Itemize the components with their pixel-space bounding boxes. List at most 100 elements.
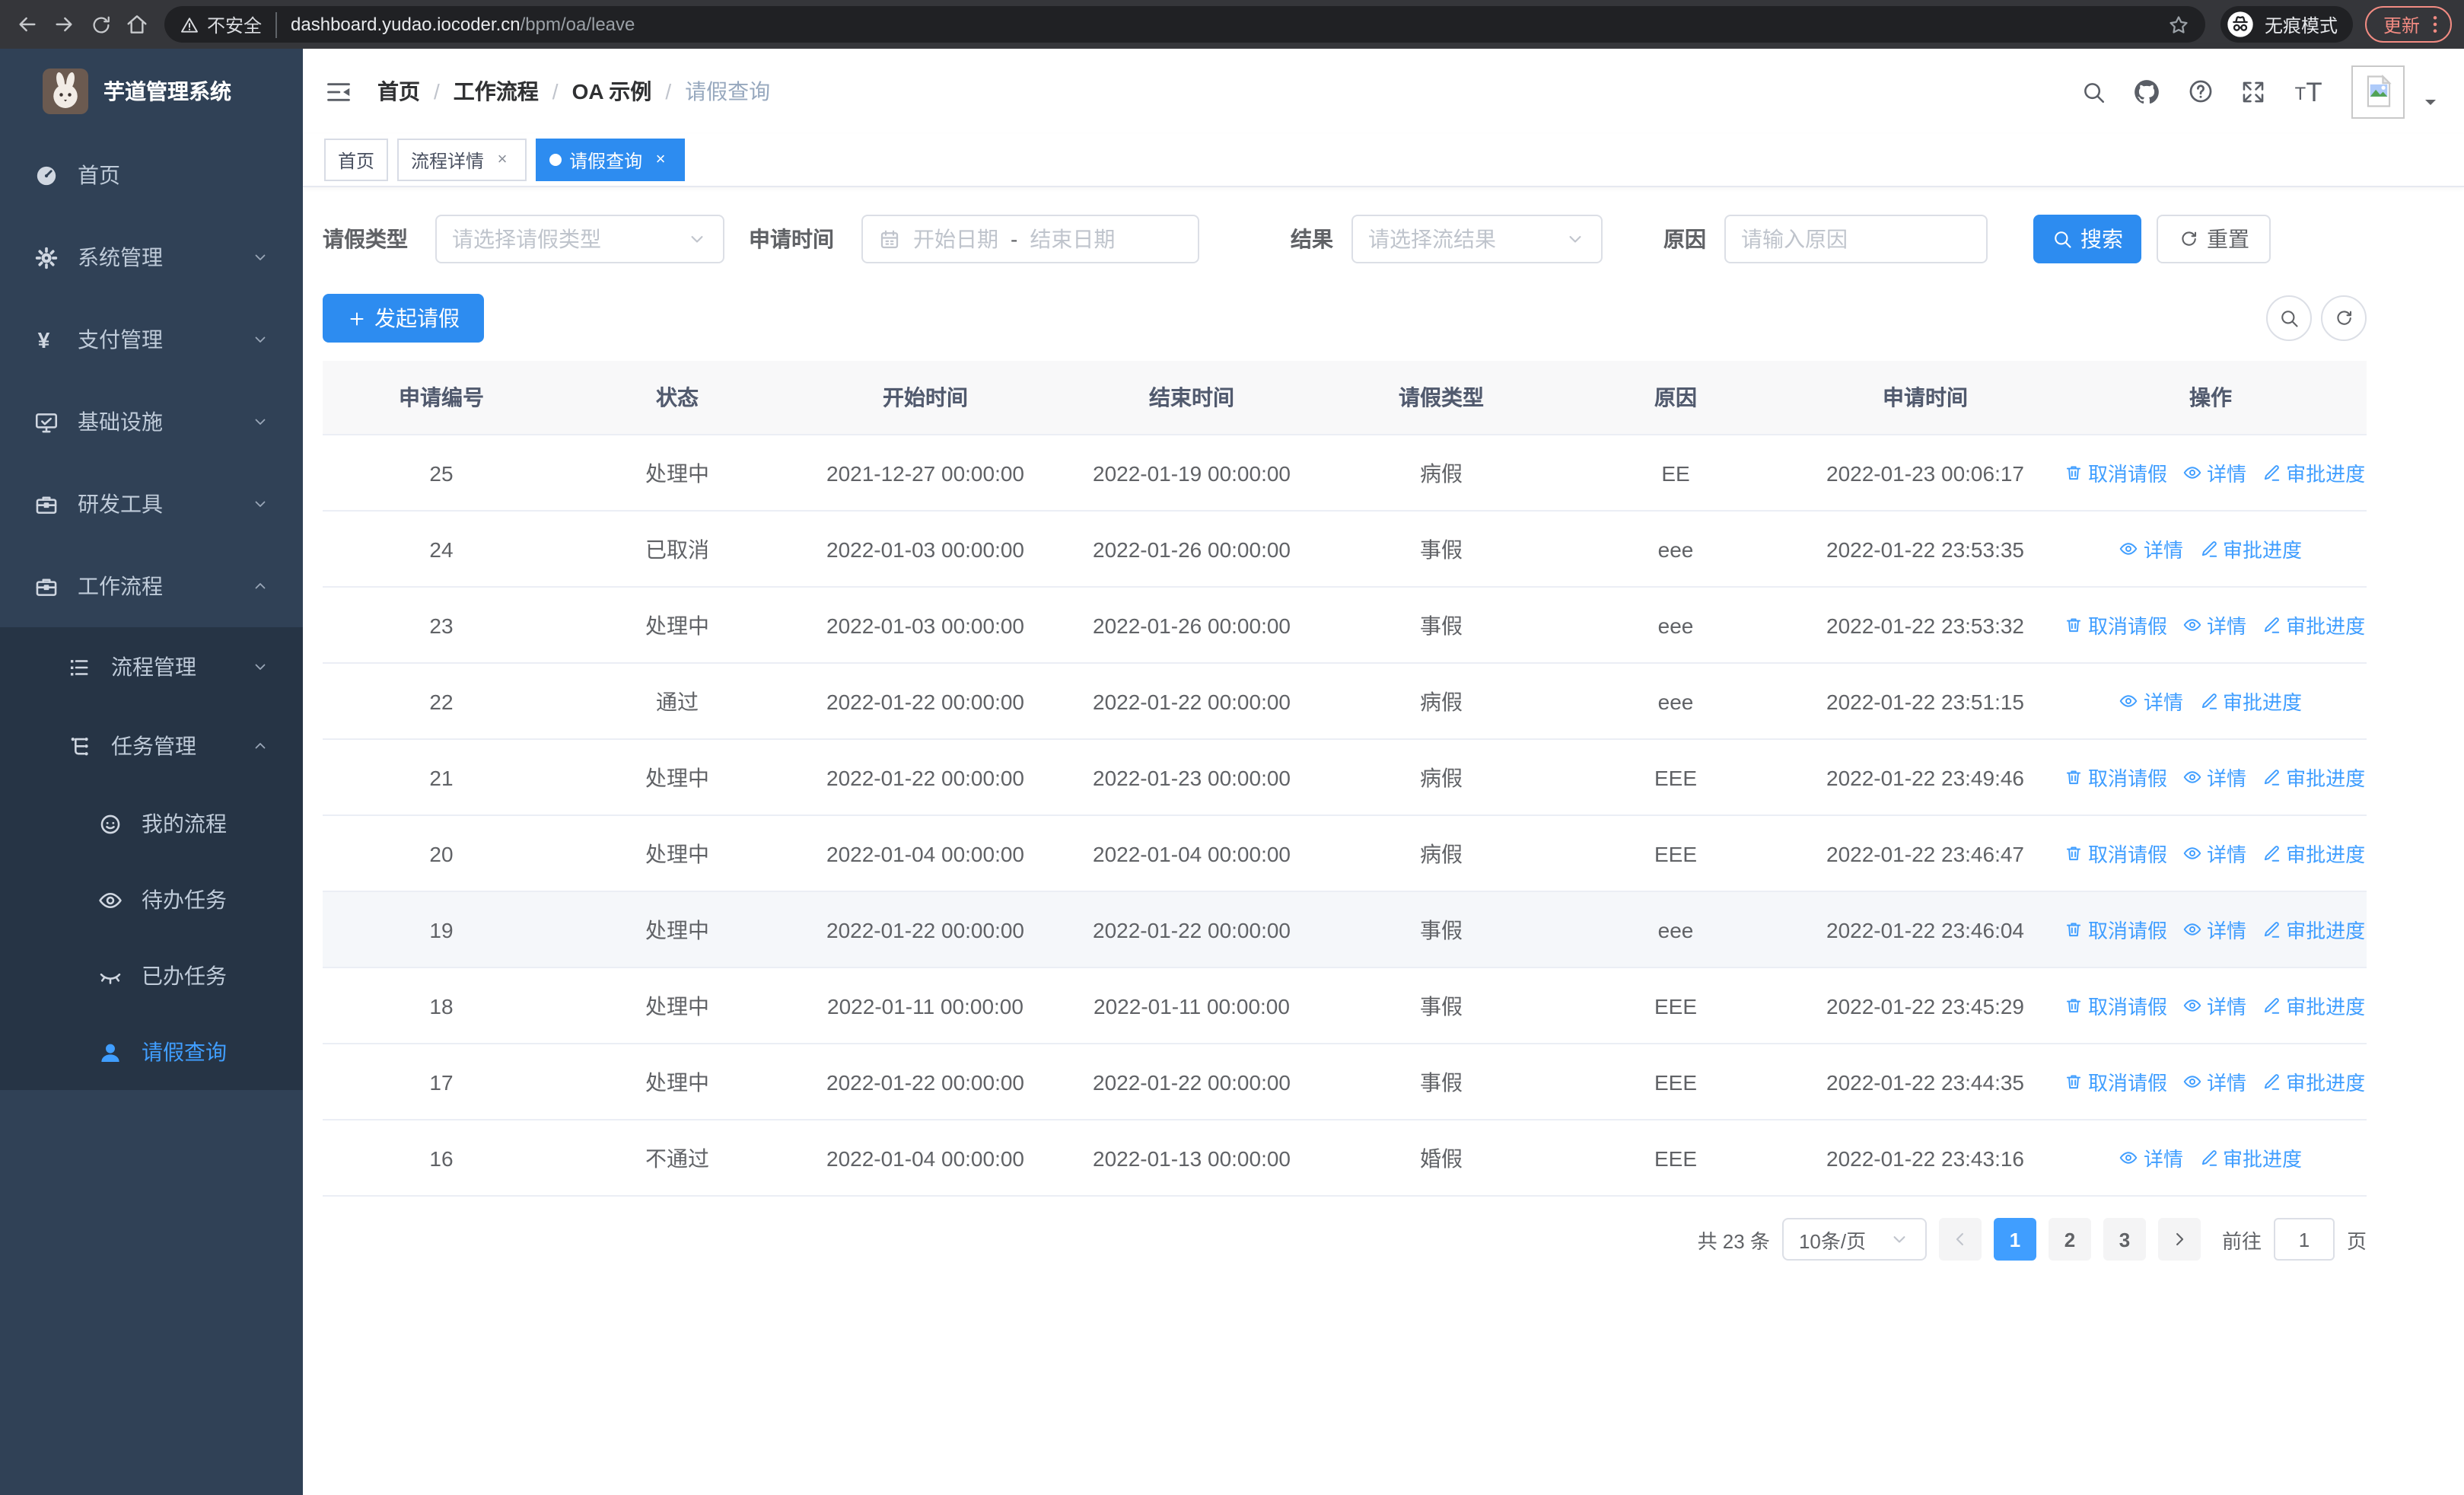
sidebar-item-infra[interactable]: 基础设施 xyxy=(0,381,303,463)
kebab-menu-icon[interactable] xyxy=(2423,12,2447,37)
cell-applied: 2022-01-23 00:06:17 xyxy=(1796,435,2055,512)
pen-icon xyxy=(2262,1072,2281,1092)
cancel-leave-action[interactable]: 取消请假 xyxy=(2064,458,2167,487)
next-page-button[interactable] xyxy=(2157,1218,2201,1261)
close-icon[interactable]: × xyxy=(497,151,508,169)
sidebar-item-task-mgmt[interactable]: 任务管理 xyxy=(0,706,303,786)
cancel-leave-action[interactable]: 取消请假 xyxy=(2064,1067,2167,1096)
cancel-leave-action[interactable]: 取消请假 xyxy=(2064,991,2167,1020)
detail-action[interactable]: 详情 xyxy=(2182,839,2246,868)
table-toolbar: 发起请假 xyxy=(323,294,2367,343)
cancel-leave-action[interactable]: 取消请假 xyxy=(2064,763,2167,792)
refresh-table-button[interactable] xyxy=(2321,295,2367,341)
cell-reason: EE xyxy=(1555,435,1796,512)
tab-流程详情[interactable]: 流程详情 × xyxy=(397,139,527,181)
reason-input[interactable]: 请输入原因 xyxy=(1724,215,1988,263)
approval-progress-action[interactable]: 审批进度 xyxy=(2262,991,2365,1020)
table-row: 25 处理中 2021-12-27 00:00:00 2022-01-19 00:00… xyxy=(323,435,2367,512)
show-search-button[interactable] xyxy=(2266,295,2312,341)
table-row: 19 处理中 2022-01-22 00:00:00 2022-01-22 00:00… xyxy=(323,891,2367,968)
detail-action[interactable]: 详情 xyxy=(2182,1067,2246,1096)
app-logo[interactable]: 芋道管理系统 xyxy=(0,49,303,134)
result-select[interactable]: 请选择流结果 xyxy=(1351,215,1603,263)
tab-首页[interactable]: 首页 xyxy=(324,139,389,181)
page-button-3[interactable]: 3 xyxy=(2103,1218,2146,1261)
browser-home-button[interactable] xyxy=(122,9,152,40)
page-size-select[interactable]: 10条/页 xyxy=(1781,1218,1927,1261)
browser-reload-button[interactable] xyxy=(85,9,116,40)
approval-progress-action[interactable]: 审批进度 xyxy=(2262,763,2365,792)
chevron-down-icon xyxy=(1565,228,1586,250)
user-avatar[interactable] xyxy=(2351,65,2405,118)
reset-button[interactable]: 重置 xyxy=(2157,215,2271,263)
cancel-leave-action[interactable]: 取消请假 xyxy=(2064,839,2167,868)
github-icon[interactable] xyxy=(2132,77,2161,106)
detail-action[interactable]: 详情 xyxy=(2182,763,2246,792)
url-text: dashboard.yudao.iocoder.cn/bpm/oa/leave xyxy=(291,14,635,35)
cancel-leave-action[interactable]: 取消请假 xyxy=(2064,610,2167,639)
cancel-leave-action[interactable]: 取消请假 xyxy=(2064,915,2167,944)
browser-forward-button[interactable] xyxy=(49,9,79,40)
sidebar-item-leave-query[interactable]: 请假查询 xyxy=(0,1014,303,1090)
sidebar-item-label: 待办任务 xyxy=(142,888,227,912)
approval-progress-action[interactable]: 审批进度 xyxy=(2262,839,2365,868)
page-button-1[interactable]: 1 xyxy=(1993,1218,2036,1261)
address-bar[interactable]: 不安全 dashboard.yudao.iocoder.cn/bpm/oa/le… xyxy=(164,6,2205,43)
breadcrumb-link[interactable]: 首页 xyxy=(377,79,420,104)
search-button[interactable]: 搜索 xyxy=(2033,215,2141,263)
bookmark-star-icon[interactable] xyxy=(2167,13,2190,36)
sidebar-collapse-icon[interactable] xyxy=(324,77,353,106)
eye-icon xyxy=(2119,691,2139,711)
sidebar-item-devtools[interactable]: 研发工具 xyxy=(0,463,303,545)
detail-action[interactable]: 详情 xyxy=(2119,687,2183,716)
detail-action[interactable]: 详情 xyxy=(2182,991,2246,1020)
action-label: 详情 xyxy=(2143,1148,2183,1171)
breadcrumb-separator: / xyxy=(665,79,672,104)
create-leave-button[interactable]: 发起请假 xyxy=(323,294,484,343)
sidebar-item-done-tasks[interactable]: 已办任务 xyxy=(0,938,303,1014)
help-icon[interactable] xyxy=(2187,78,2214,105)
approval-progress-action[interactable]: 审批进度 xyxy=(2262,1067,2365,1096)
approval-progress-action[interactable]: 审批进度 xyxy=(2198,534,2302,563)
sidebar-item-system[interactable]: 系统管理 xyxy=(0,216,303,298)
sidebar-item-workflow[interactable]: 工作流程 xyxy=(0,545,303,627)
close-icon[interactable]: × xyxy=(655,151,666,169)
goto-page-input[interactable]: 1 xyxy=(2273,1218,2335,1261)
detail-action[interactable]: 详情 xyxy=(2119,534,2183,563)
approval-progress-action[interactable]: 审批进度 xyxy=(2262,610,2365,639)
browser-back-button[interactable] xyxy=(12,9,43,40)
goto-prefix: 前往 xyxy=(2221,1229,2262,1252)
detail-action[interactable]: 详情 xyxy=(2182,915,2246,944)
detail-action[interactable]: 详情 xyxy=(2182,610,2246,639)
chevron-down-icon xyxy=(251,413,269,431)
user-menu-caret-icon[interactable] xyxy=(2421,93,2440,111)
security-chip[interactable]: 不安全 xyxy=(180,11,278,37)
approval-progress-action[interactable]: 审批进度 xyxy=(2198,687,2302,716)
sidebar-item-process-mgmt[interactable]: 流程管理 xyxy=(0,627,303,706)
mi-robot-icon xyxy=(97,811,123,837)
sidebar-item-my-process[interactable]: 我的流程 xyxy=(0,786,303,862)
sidebar-item-payment[interactable]: ¥ 支付管理 xyxy=(0,298,303,381)
tab-请假查询[interactable]: 请假查询 × xyxy=(536,139,686,181)
refresh-icon xyxy=(2178,228,2199,250)
approval-progress-action[interactable]: 审批进度 xyxy=(2262,915,2365,944)
approval-progress-action[interactable]: 审批进度 xyxy=(2262,458,2365,487)
browser-update-button[interactable]: 更新 xyxy=(2364,6,2452,43)
breadcrumb-link[interactable]: 工作流程 xyxy=(453,79,539,104)
chevron-up-icon xyxy=(251,737,269,755)
detail-action[interactable]: 详情 xyxy=(2119,1143,2183,1172)
approval-progress-action[interactable]: 审批进度 xyxy=(2198,1143,2302,1172)
search-icon[interactable] xyxy=(2080,78,2106,104)
apply-time-range-input[interactable]: 开始日期 - 结束日期 xyxy=(861,215,1199,263)
prev-page-button[interactable] xyxy=(1938,1218,1982,1261)
sidebar-item-todo-tasks[interactable]: 待办任务 xyxy=(0,862,303,938)
detail-action[interactable]: 详情 xyxy=(2182,458,2246,487)
sidebar-item-home[interactable]: 首页 xyxy=(0,134,303,216)
fullscreen-icon[interactable] xyxy=(2240,78,2266,104)
leave-type-select[interactable]: 请选择请假类型 xyxy=(435,215,724,263)
breadcrumb-link[interactable]: OA 示例 xyxy=(571,79,652,104)
page-button-2[interactable]: 2 xyxy=(2048,1218,2091,1261)
